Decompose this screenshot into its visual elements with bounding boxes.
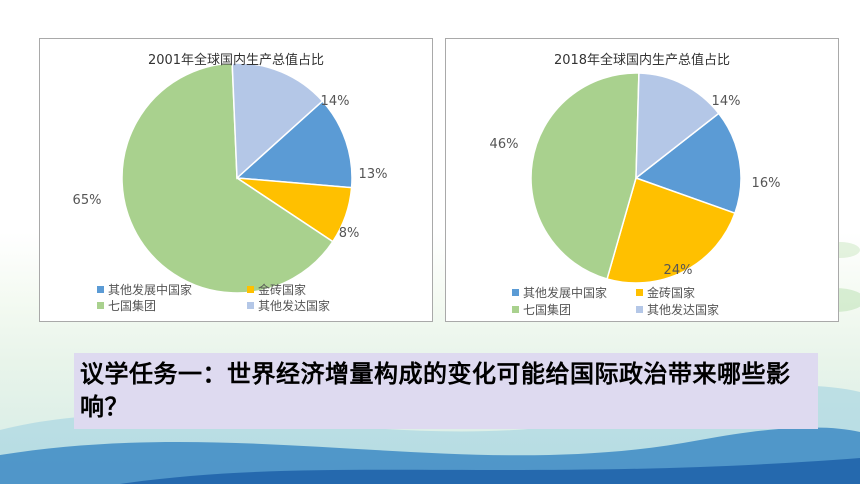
discussion-task-box: 议学任务一：世界经济增量构成的变化可能给国际政治带来哪些影响？ xyxy=(74,353,818,429)
legend-item-g7: 七国集团 xyxy=(512,301,571,318)
legend-item-brics: 金砖国家 xyxy=(247,281,306,298)
pie-slice-g7 xyxy=(121,62,334,294)
pie-chart-2001: 13% 8% 65% 14% xyxy=(73,62,388,294)
pie-slice-other-developing xyxy=(634,112,742,215)
pct-label-other-developing: 16% xyxy=(752,176,781,191)
pct-label-other-developed: 14% xyxy=(321,94,350,109)
legend-item-other-developed: 其他发达国家 xyxy=(247,297,330,314)
legend-item-other-developing: 其他发展中国家 xyxy=(97,281,192,298)
legend-swatch-brics xyxy=(636,289,643,296)
pct-label-g7: 65% xyxy=(73,193,102,208)
legend-item-other-developed: 其他发达国家 xyxy=(636,301,719,318)
pct-label-other-developed: 14% xyxy=(712,94,741,109)
legend-item-brics: 金砖国家 xyxy=(636,284,695,301)
legend-label: 七国集团 xyxy=(108,299,157,313)
pct-label-brics: 24% xyxy=(664,263,693,278)
legend-swatch-other-developed xyxy=(636,306,643,313)
pct-label-brics: 8% xyxy=(339,226,360,241)
pie-slice-other-developed xyxy=(635,72,720,180)
legend-swatch-g7 xyxy=(97,302,104,309)
chart-2001-panel: 13% 8% 65% 14% 2001年全球国内生产总值占比 其他发展中国家 金砖国家… xyxy=(39,38,433,322)
legend-label: 其他发达国家 xyxy=(647,303,720,317)
legend-swatch-other-developing xyxy=(97,286,104,293)
legend-label: 金砖国家 xyxy=(647,286,696,300)
chart-2018-panel: 16% 24% 46% 14% 2018年全球国内生产总值占比 其他发展中国家 金砖国… xyxy=(445,38,839,322)
pct-label-g7: 46% xyxy=(490,137,519,152)
pie-slice-g7 xyxy=(530,72,640,280)
legend-swatch-brics xyxy=(247,286,254,293)
legend-swatch-other-developing xyxy=(512,289,519,296)
pie-slice-brics xyxy=(606,177,736,284)
discussion-question: 议学任务一：世界经济增量构成的变化可能给国际政治带来哪些影响？ xyxy=(80,360,791,421)
legend-swatch-g7 xyxy=(512,306,519,313)
legend-label: 其他发展中国家 xyxy=(523,286,608,300)
chart-2018-title: 2018年全球国内生产总值占比 xyxy=(553,53,731,68)
legend-swatch-other-developed xyxy=(247,302,254,309)
pie-slice-other-developing xyxy=(235,99,353,189)
legend-item-g7: 七国集团 xyxy=(97,297,156,314)
pie-slice-other-developed xyxy=(231,62,324,180)
chart-2001-title: 2001年全球国内生产总值占比 xyxy=(147,53,325,68)
legend-label: 其他发达国家 xyxy=(258,299,331,313)
legend-label: 七国集团 xyxy=(523,303,572,317)
legend-label: 金砖国家 xyxy=(258,283,307,297)
pie-chart-2018: 16% 24% 46% 14% xyxy=(490,72,781,284)
pct-label-other-developing: 13% xyxy=(359,167,388,182)
legend-label: 其他发展中国家 xyxy=(108,283,193,297)
legend-item-other-developing: 其他发展中国家 xyxy=(512,284,607,301)
